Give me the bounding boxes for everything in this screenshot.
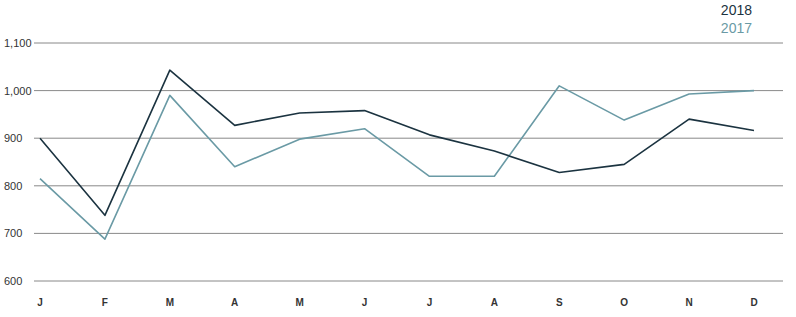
x-tick-label: M bbox=[295, 297, 303, 308]
grid-line bbox=[34, 90, 783, 91]
x-tick-label: A bbox=[231, 297, 238, 308]
x-tick-label: N bbox=[685, 297, 692, 308]
x-tick-label: J bbox=[362, 297, 368, 308]
x-tick-label: O bbox=[620, 297, 628, 308]
x-tick-label: J bbox=[427, 297, 433, 308]
x-tick-label: D bbox=[750, 297, 757, 308]
x-tick-label: M bbox=[166, 297, 174, 308]
y-tick-label: 900 bbox=[4, 132, 22, 144]
y-tick-label: 1,000 bbox=[4, 85, 32, 97]
legend-entry: 2018 bbox=[721, 2, 752, 18]
series-line bbox=[40, 70, 754, 215]
chart: 600 700 800 900 1,000 1,100 J F M A M J J A S O N D 2018 20… bbox=[0, 0, 796, 317]
grid-line bbox=[34, 281, 783, 282]
x-tick-label: S bbox=[556, 297, 563, 308]
plot-area bbox=[40, 70, 754, 239]
grid-line bbox=[34, 138, 783, 139]
y-tick-label: 800 bbox=[4, 180, 22, 192]
x-tick-label: F bbox=[102, 297, 108, 308]
x-tick-label: A bbox=[491, 297, 498, 308]
y-tick-label: 700 bbox=[4, 227, 22, 239]
series-line bbox=[40, 86, 754, 239]
y-tick-label: 600 bbox=[4, 275, 22, 287]
grid-line bbox=[34, 43, 783, 44]
legend-entry: 2017 bbox=[721, 20, 752, 36]
y-tick-label: 1,100 bbox=[4, 37, 32, 49]
grid-line bbox=[34, 185, 783, 186]
grid-line bbox=[34, 233, 783, 234]
x-tick-label: J bbox=[37, 297, 43, 308]
